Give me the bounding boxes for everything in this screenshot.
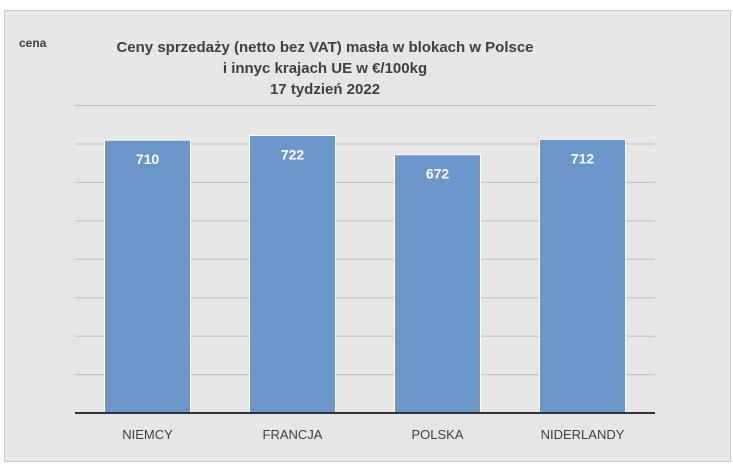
value-labels: 710 722 672 712 <box>136 146 595 181</box>
bar-francja <box>249 134 336 414</box>
category-label-niderlandy: NIDERLANDY <box>541 427 625 442</box>
value-label-niderlandy: 712 <box>571 150 595 166</box>
value-label-francja: 722 <box>281 146 305 162</box>
category-labels: NIEMCY FRANCJA POLSKA NIDERLANDY <box>122 427 625 442</box>
value-label-niemcy: 710 <box>136 151 160 167</box>
bars <box>104 134 626 414</box>
bar-polska <box>394 154 481 414</box>
chart-area: 710 722 672 712 NIEMCY FRANCJA POLSKA NIDERLAN… <box>4 10 731 462</box>
bar-niderlandy <box>539 138 626 414</box>
y-axis-label: cena <box>19 36 47 50</box>
category-label-francja: FRANCJA <box>263 427 323 442</box>
category-label-niemcy: NIEMCY <box>122 427 173 442</box>
chart-title-line-2: i innyc krajach UE w €/100kg <box>223 60 427 77</box>
chart-title-line-3: 17 tydzień 2022 <box>270 81 380 98</box>
value-label-polska: 672 <box>426 166 450 182</box>
category-label-polska: POLSKA <box>411 427 463 442</box>
bar-niemcy <box>104 139 191 414</box>
chart-title-line-1: Ceny sprzedaży (netto bez VAT) masła w b… <box>116 39 533 56</box>
bar-chart: 710 722 672 712 NIEMCY FRANCJA POLSKA NIDERLAN… <box>19 36 655 442</box>
